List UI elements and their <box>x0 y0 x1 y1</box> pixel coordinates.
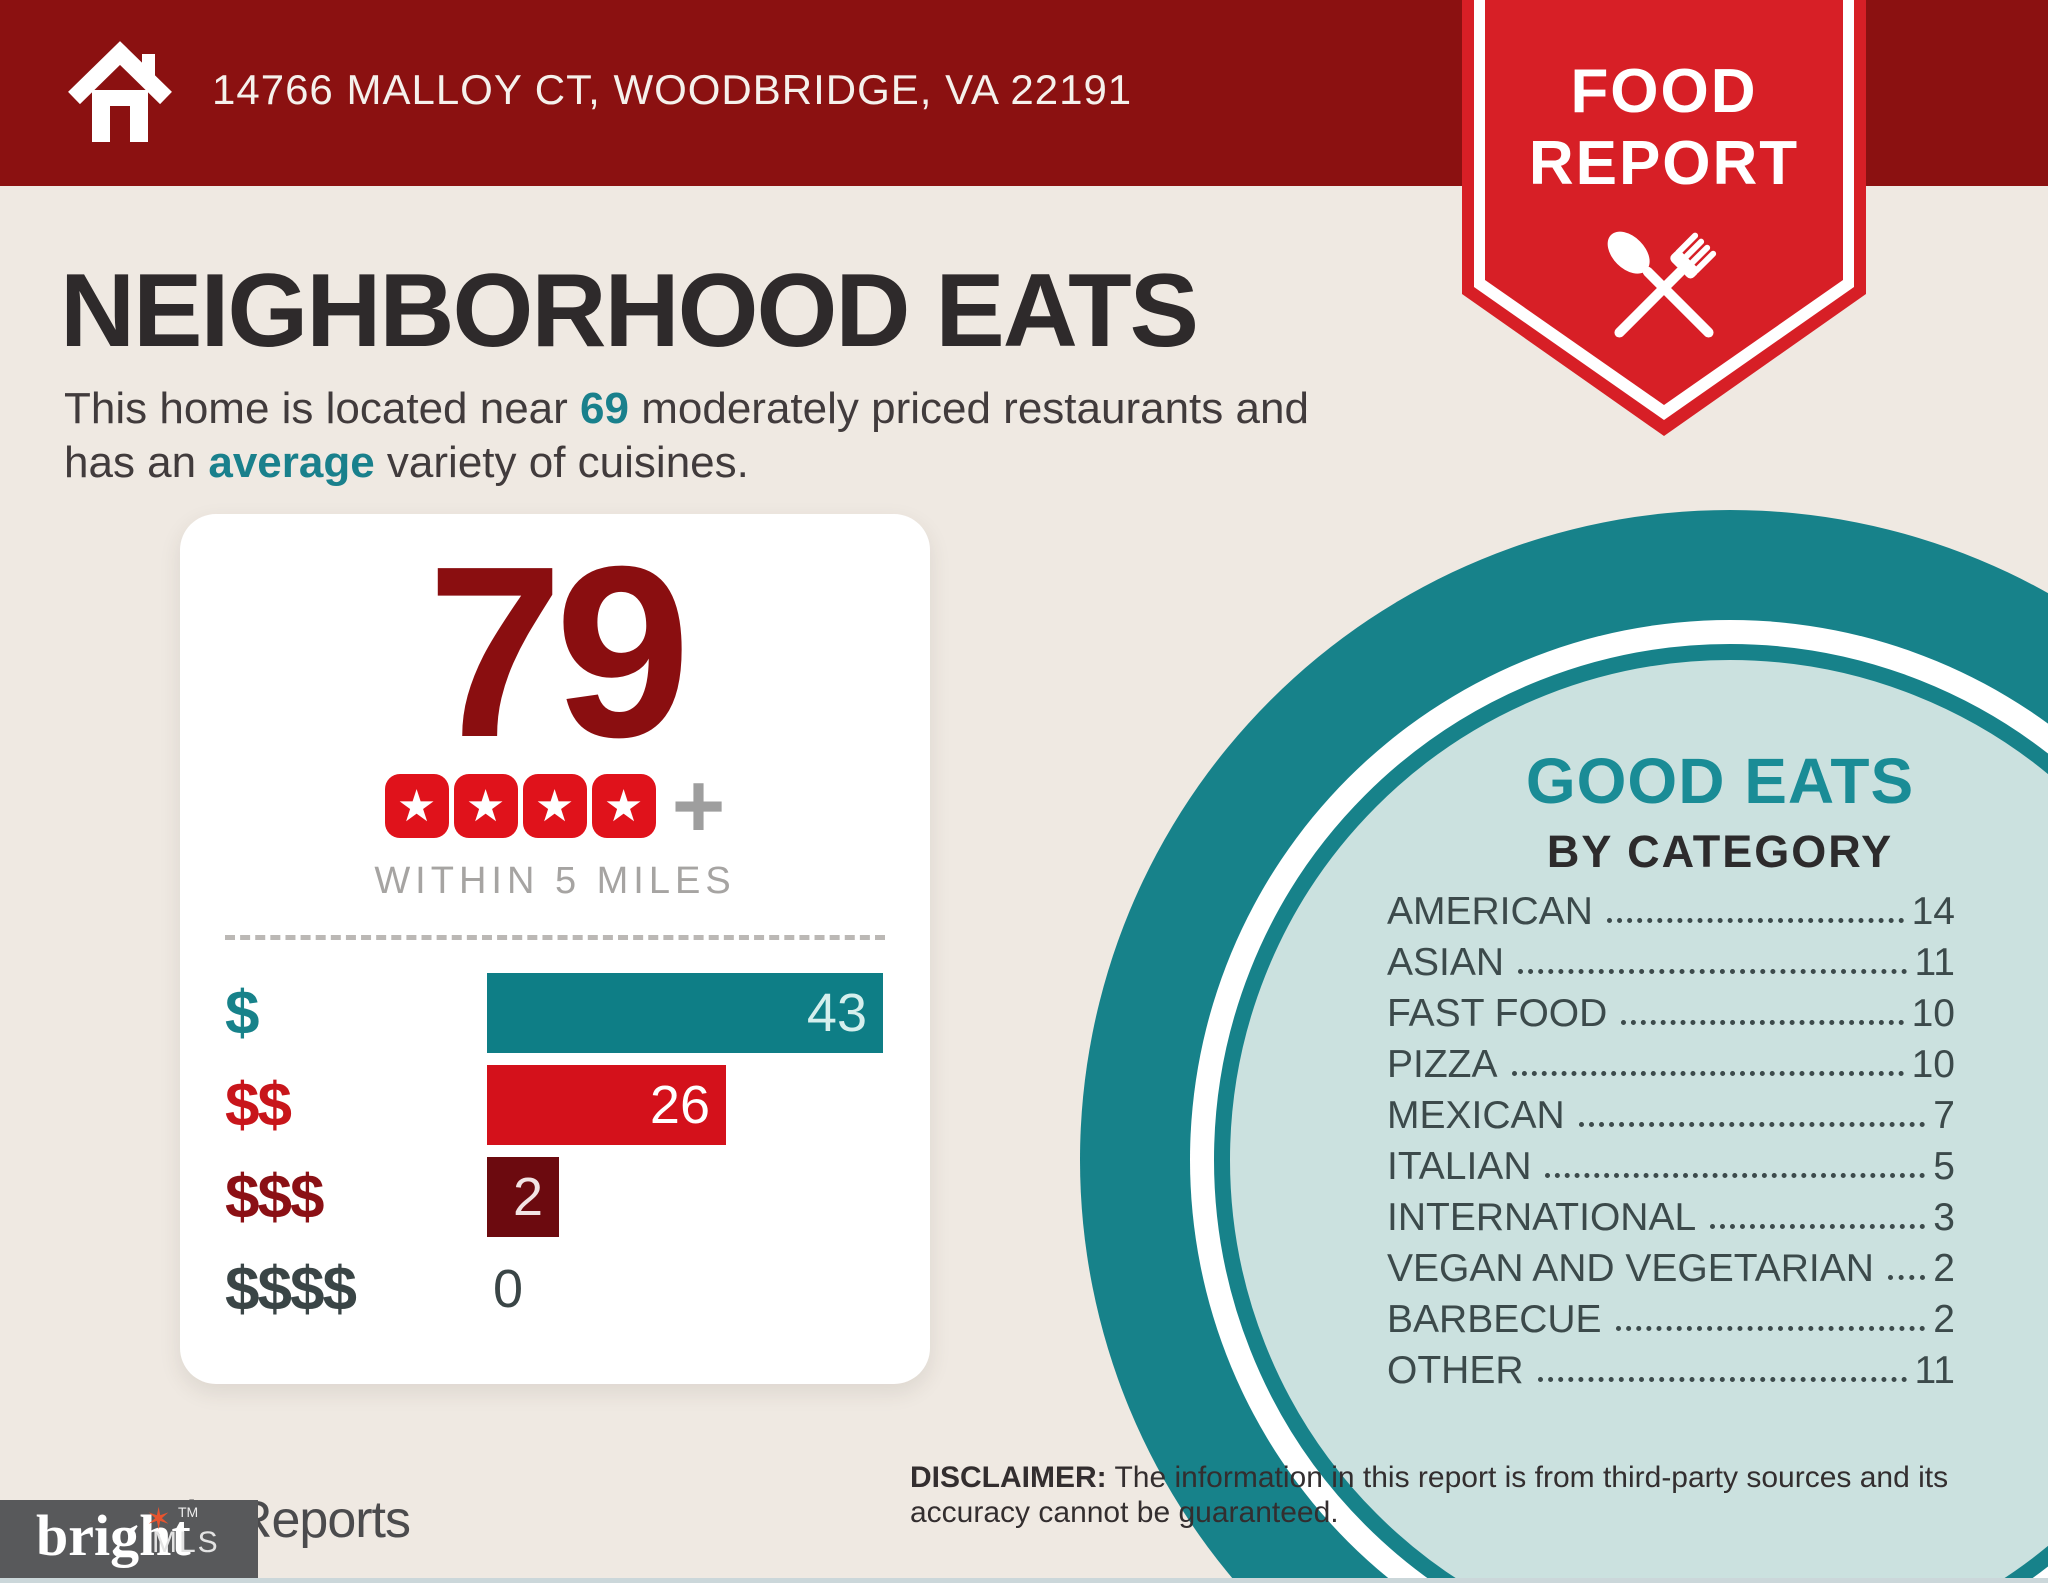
category-label: PIZZA <box>1387 1043 1498 1086</box>
category-label: ASIAN <box>1387 941 1505 984</box>
price-row: $$$ 2 <box>225 1157 885 1237</box>
good-eats-header: GOOD EATS BY CATEGORY <box>1390 744 2048 878</box>
disclaimer-label: DISCLAIMER: <box>910 1461 1107 1494</box>
category-row: OTHER 11 <box>1387 1343 1955 1394</box>
category-row: ITALIAN 5 <box>1387 1139 1955 1190</box>
price-bar: 43 <box>487 973 883 1053</box>
bright-star-icon: ✶ <box>146 1503 172 1536</box>
subtitle-text: moderately priced restaurants and <box>629 384 1309 433</box>
dotted-leader <box>1615 1326 1926 1331</box>
stars-group: ★ ★ ★ ★ <box>384 774 656 838</box>
category-row: PIZZA 10 <box>1387 1037 1955 1088</box>
bar-track: 2 <box>487 1157 885 1237</box>
page-title: NEIGHBORHOOD EATS <box>60 253 1199 369</box>
dotted-leader <box>1537 1377 1907 1382</box>
subtitle-text: This home is located near <box>64 384 581 433</box>
restaurant-count: 69 <box>580 384 629 433</box>
home-icon <box>68 41 172 142</box>
price-bar: 2 <box>487 1157 559 1237</box>
bar-track: 0 <box>487 1249 885 1329</box>
category-label: INTERNATIONAL <box>1387 1196 1697 1239</box>
category-label: FAST FOOD <box>1387 992 1608 1035</box>
price-row: $43 <box>225 973 885 1053</box>
stars-row: ★ ★ ★ ★ + <box>180 755 930 857</box>
category-label: BARBECUE <box>1387 1298 1602 1341</box>
price-row: $$$$ 0 <box>225 1249 885 1329</box>
price-bars: $43 $$ 26 $$$ 2 $$$$ 0 <box>180 973 930 1329</box>
dotted-leader <box>1621 1020 1904 1025</box>
disclaimer: DISCLAIMER: The information in this repo… <box>910 1460 1985 1530</box>
category-row: FAST FOOD 10 <box>1387 986 1955 1037</box>
subtitle-text: has an <box>64 438 209 487</box>
disclaimer-text: The information in this report is from t… <box>910 1461 1949 1529</box>
bright-mls-label: MLS <box>152 1526 220 1559</box>
bar-value: 2 <box>512 1167 543 1227</box>
category-label: ITALIAN <box>1387 1145 1532 1188</box>
bar-value: 43 <box>806 983 867 1043</box>
star-icon: ★ <box>384 774 449 838</box>
category-count: 3 <box>1933 1196 1955 1239</box>
category-count: 11 <box>1914 1349 1956 1392</box>
price-tier-label: $$$ <box>225 1162 324 1232</box>
bar-track: 43 <box>487 973 885 1053</box>
category-row: ASIAN 11 <box>1387 935 1955 986</box>
category-label: VEGAN AND VEGETARIAN <box>1387 1247 1874 1290</box>
category-list: AMERICAN 14 ASIAN 11 FAST FOOD 10 PIZZA 10 MEXIC… <box>1387 884 1955 1394</box>
radius-label: WITHIN 5 MILES <box>374 860 736 902</box>
score-card: 79 ★ ★ ★ ★ + WITHIN 5 MILES $43 $$ 26 $$$ 2 $$$$… <box>180 514 930 1384</box>
category-count: 10 <box>1911 992 1955 1035</box>
dotted-leader <box>1511 1071 1904 1076</box>
dotted-leader <box>1578 1122 1926 1127</box>
category-count: 7 <box>1933 1094 1955 1137</box>
bar-value: 26 <box>649 1075 710 1135</box>
food-report-ribbon: FOOD REPORT <box>1462 0 1866 436</box>
food-score: 79 <box>427 515 690 788</box>
category-row: MEXICAN 7 <box>1387 1088 1955 1139</box>
dotted-leader <box>1606 918 1904 923</box>
price-tier-label: $$$$ <box>225 1254 357 1324</box>
property-address: 14766 MALLOY CT, WOODBRIDGE, VA 22191 <box>212 66 1133 113</box>
dashed-divider <box>225 935 885 940</box>
bottom-edge-strip <box>0 1578 2048 1583</box>
star-icon: ★ <box>591 774 656 838</box>
dotted-leader <box>1518 969 1907 974</box>
category-row: VEGAN AND VEGETARIAN 2 <box>1387 1241 1955 1292</box>
dotted-leader <box>1710 1224 1926 1229</box>
category-count: 14 <box>1911 890 1955 933</box>
star-icon: ★ <box>453 774 518 838</box>
price-tier-label: $ <box>225 978 259 1048</box>
dotted-leader <box>1887 1275 1926 1280</box>
star-icon: ★ <box>522 774 587 838</box>
bright-wordmark: bright <box>36 1503 191 1568</box>
category-label: OTHER <box>1387 1349 1524 1392</box>
bar-track: 26 <box>487 1065 885 1145</box>
bar-value: 0 <box>493 1259 524 1319</box>
price-row: $$ 26 <box>225 1065 885 1145</box>
category-label: MEXICAN <box>1387 1094 1565 1137</box>
good-eats-subtitle: BY CATEGORY <box>1546 826 1894 877</box>
dotted-leader <box>1545 1173 1926 1178</box>
good-eats-title: GOOD EATS <box>1525 745 1915 817</box>
category-count: 2 <box>1933 1247 1955 1290</box>
category-count: 11 <box>1914 941 1956 984</box>
ribbon-line2: REPORT <box>1529 129 1799 198</box>
category-label: AMERICAN <box>1387 890 1593 933</box>
price-bar: 26 <box>487 1065 726 1145</box>
category-count: 5 <box>1933 1145 1955 1188</box>
category-row: BARBECUE 2 <box>1387 1292 1955 1343</box>
subtitle: This home is located near 69 moderately … <box>64 382 1309 490</box>
variety-highlight: average <box>208 438 375 487</box>
crossed-spoon-fork-icon <box>1607 231 1717 338</box>
price-tier-label: $$ <box>225 1070 292 1140</box>
category-count: 10 <box>1911 1043 1955 1086</box>
category-count: 2 <box>1933 1298 1955 1341</box>
bright-mls-logo: bright ✶ TM MLS <box>0 1500 258 1580</box>
ribbon-line1: FOOD <box>1570 57 1757 126</box>
plus-sign: + <box>671 755 726 857</box>
category-row: AMERICAN 14 <box>1387 884 1955 935</box>
bright-tm: TM <box>178 1504 199 1520</box>
category-row: INTERNATIONAL 3 <box>1387 1190 1955 1241</box>
subtitle-text: variety of cuisines. <box>374 438 749 487</box>
